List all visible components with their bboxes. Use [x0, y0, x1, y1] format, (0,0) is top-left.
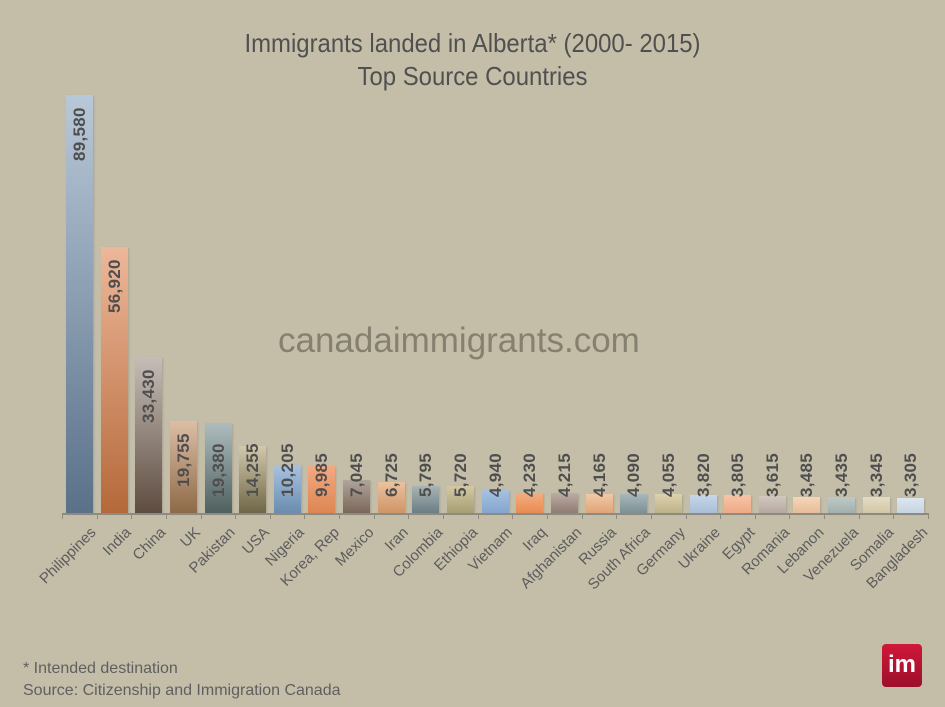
bar-value-label: 4,165	[589, 452, 609, 497]
x-axis-tick	[650, 513, 652, 519]
bar-value-label: 3,485	[797, 452, 817, 497]
x-axis-tick	[893, 513, 895, 519]
bar	[343, 480, 371, 513]
x-axis-tick	[928, 513, 929, 519]
bar	[412, 486, 440, 513]
bar-value-label: 3,305	[901, 452, 921, 497]
bar-value-label: 33,430	[139, 369, 159, 423]
category-label: India	[99, 524, 135, 560]
x-axis-tick	[339, 513, 341, 519]
bar	[828, 497, 856, 513]
x-axis-tick	[200, 513, 202, 519]
footnote: * Intended destination	[23, 660, 178, 677]
x-axis-tick	[581, 513, 583, 519]
x-axis-tick	[685, 513, 687, 519]
x-axis-tick	[304, 513, 306, 519]
bar-value-label: 6,725	[381, 452, 401, 497]
bar-value-label: 19,755	[173, 433, 193, 487]
source-note: Source: Citizenship and Immigration Cana…	[23, 682, 341, 699]
title-line-1: Immigrants landed in Alberta* (2000- 201…	[244, 28, 701, 58]
bar-value-label: 4,215	[554, 452, 574, 497]
bar	[897, 498, 925, 513]
category-label: Philippines	[36, 524, 101, 588]
x-axis-tick	[858, 513, 860, 519]
bar	[585, 494, 613, 513]
bar	[793, 497, 821, 513]
x-axis-tick	[789, 513, 791, 519]
x-axis-tick	[96, 513, 98, 519]
x-axis-tick	[62, 513, 63, 519]
bar	[481, 490, 509, 513]
chart-title: Immigrants landed in Alberta* (2000- 201…	[38, 27, 907, 93]
x-axis-tick	[408, 513, 410, 519]
bar	[66, 95, 93, 513]
bar	[308, 466, 336, 513]
bar-value-label: 3,435	[832, 452, 852, 497]
bar-value-label: 14,255	[243, 443, 263, 497]
x-axis-tick	[373, 513, 375, 519]
title-line-2: Top Source Countries	[357, 61, 588, 91]
bar-value-label: 89,580	[70, 107, 89, 161]
bar	[447, 486, 475, 513]
bar	[239, 446, 267, 513]
bar-value-label: 5,720	[451, 452, 471, 497]
bar	[620, 494, 648, 513]
bar	[862, 497, 890, 513]
bar	[377, 482, 405, 513]
x-axis-tick	[131, 513, 133, 519]
bar	[516, 493, 544, 513]
watermark: canadaimmigrants.com	[278, 321, 640, 360]
bar-value-label: 9,985	[312, 452, 332, 497]
x-axis-tick	[824, 513, 826, 519]
x-axis-tick	[616, 513, 618, 519]
category-label: China	[129, 524, 170, 564]
im-logo-icon: im	[882, 644, 922, 687]
x-axis-tick	[443, 513, 445, 519]
x-axis-tick	[165, 513, 167, 519]
bar	[724, 495, 752, 513]
bar-value-label: 4,940	[485, 452, 505, 497]
bar	[273, 465, 301, 513]
x-axis-tick	[477, 513, 479, 519]
bar-value-label: 3,820	[693, 452, 713, 497]
bar	[135, 357, 163, 513]
x-axis-tick	[546, 513, 548, 519]
bar-value-label: 10,205	[277, 443, 297, 497]
bar-value-label: 19,380	[208, 443, 228, 497]
bar-value-label: 3,615	[762, 452, 782, 497]
x-axis-tick	[754, 513, 756, 519]
bar	[169, 421, 197, 513]
bar-value-label: 4,055	[658, 452, 678, 497]
x-axis-tick	[269, 513, 271, 519]
x-axis-tick	[512, 513, 514, 519]
bar-value-label: 3,805	[728, 452, 748, 497]
bar	[758, 496, 786, 513]
bar-value-label: 56,920	[104, 259, 124, 313]
bar	[689, 495, 717, 513]
bar-value-label: 4,230	[520, 452, 540, 497]
bar-value-label: 5,795	[416, 452, 436, 497]
category-label: UK	[177, 524, 204, 551]
bar	[550, 493, 578, 513]
x-axis-tick	[235, 513, 237, 519]
x-axis-tick	[720, 513, 722, 519]
x-axis	[62, 513, 928, 515]
bar	[100, 247, 128, 513]
bar-value-label: 3,345	[866, 452, 886, 497]
bar-value-label: 7,045	[347, 452, 367, 497]
bar	[654, 494, 682, 513]
bar	[204, 423, 232, 513]
bar-value-label: 4,090	[624, 452, 644, 497]
